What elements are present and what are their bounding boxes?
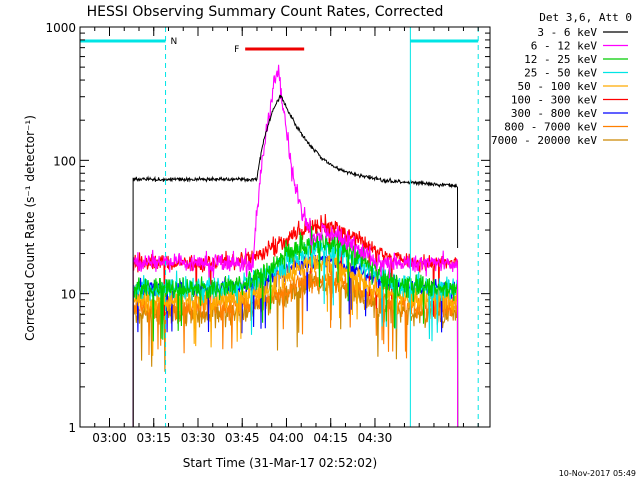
y-tick-label: 10 [61,288,76,302]
legend-label: 300 - 800 keV [511,107,597,120]
chart-title: HESSI Observing Summary Count Rates, Cor… [87,4,444,20]
x-tick-label: 04:00 [269,431,304,445]
timestamp: 10-Nov-2017 05:49 [559,469,636,478]
x-axis-label: Start Time (31-Mar-17 02:52:02) [183,456,377,470]
legend-header: Det 3,6, Att 0 [539,11,632,24]
legend-label: 6 - 12 keV [531,40,598,53]
y-tick-label: 100 [53,154,76,168]
legend-label: 3 - 6 keV [537,26,597,39]
legend-label: 25 - 50 keV [524,67,597,80]
x-tick-label: 03:45 [225,431,260,445]
y-tick-label: 1 [68,421,76,435]
x-tick-label: 03:15 [136,431,171,445]
y-tick-label: 1000 [45,21,76,35]
plot-frame [79,26,491,428]
x-tick-label: 03:00 [92,431,127,445]
plot-area: N F 1 10 100 1000 03:00 03:15 03:30 03:45 04:00 04:… [45,21,491,445]
series-group [132,64,459,427]
flare-marker-label: F [234,45,239,55]
series-line-800-7000-kev [132,265,459,427]
night-marker-label: N [171,37,178,47]
y-axis-label: Corrected Count Rate (s⁻¹ detector⁻¹) [23,115,37,341]
x-tick-label: 03:30 [181,431,216,445]
legend-label: 7000 - 20000 keV [491,134,597,147]
legend-label: 50 - 100 keV [518,80,598,93]
series-line-3-6-kev [132,94,459,427]
x-tick-label: 04:15 [313,431,348,445]
legend-label: 12 - 25 keV [524,53,597,66]
legend-label: 100 - 300 keV [511,94,597,107]
series-line-6-12-kev [132,64,459,427]
series-line-12-25-kev [132,226,459,427]
legend-label: 800 - 7000 keV [504,121,597,134]
x-tick-label: 04:30 [358,431,393,445]
